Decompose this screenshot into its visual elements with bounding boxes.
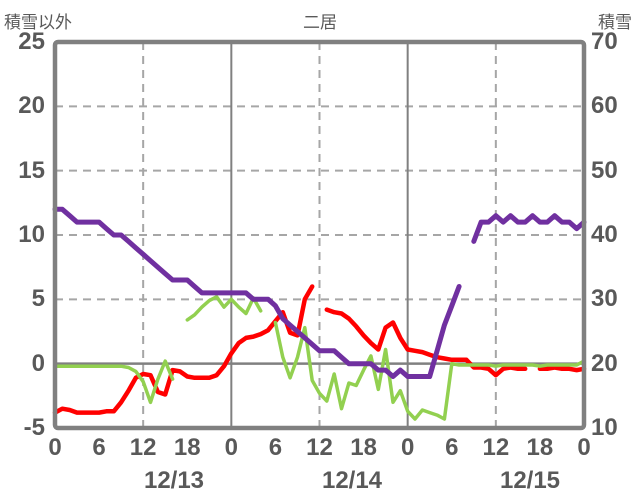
- x-hour-tick-label: 18: [526, 434, 554, 461]
- x-date-label: 12/14: [321, 467, 383, 494]
- x-hour-tick-label: 0: [400, 434, 415, 461]
- y-right-tick-label: 40: [591, 221, 618, 248]
- x-date-label: 12/13: [143, 467, 205, 494]
- x-hour-tick-label: 12: [482, 434, 510, 461]
- series-red-line: [52, 284, 587, 415]
- x-hour-tick-label: 0: [48, 434, 62, 461]
- x-hour-tick-label: 6: [268, 434, 283, 461]
- x-hour-tick-label: 12: [306, 434, 333, 461]
- y-left-tick-label: 25: [18, 28, 45, 55]
- y-right-tick-label: 10: [591, 414, 618, 441]
- series-purple-line: [52, 206, 587, 379]
- y-left-tick-label: 20: [18, 92, 45, 120]
- y-right-tick-label: 30: [591, 285, 618, 313]
- y-left-tick-label: 10: [18, 221, 45, 248]
- y-right-tick-label: 50: [591, 156, 618, 184]
- x-hour-tick-label: 6: [445, 434, 459, 461]
- plot-border: [52, 39, 587, 431]
- x-hour-tick-label: 0: [224, 434, 239, 461]
- series-green-line: [53, 295, 586, 421]
- left-axis-title: 積雪以外: [4, 13, 72, 32]
- x-hour-tick-label: 18: [173, 434, 201, 461]
- y-right-tick-label: 70: [591, 28, 618, 55]
- right-axis-title: 積雪: [598, 13, 632, 32]
- chart-title: 二居: [303, 13, 337, 32]
- y-right-tick-label: 20: [591, 349, 618, 377]
- x-hour-tick-label: 18: [350, 434, 377, 461]
- y-left-tick-label: 15: [18, 156, 45, 184]
- y-right-tick-label: 60: [591, 92, 618, 120]
- x-hour-tick-label: 0: [577, 434, 591, 461]
- x-hour-tick-label: 6: [92, 434, 106, 461]
- y-left-tick-label: -5: [23, 414, 45, 441]
- y-left-tick-label: 0: [31, 349, 45, 377]
- y-left-tick-label: 5: [31, 285, 45, 313]
- x-hour-tick-label: 12: [129, 434, 157, 461]
- x-date-label: 12/15: [499, 467, 561, 494]
